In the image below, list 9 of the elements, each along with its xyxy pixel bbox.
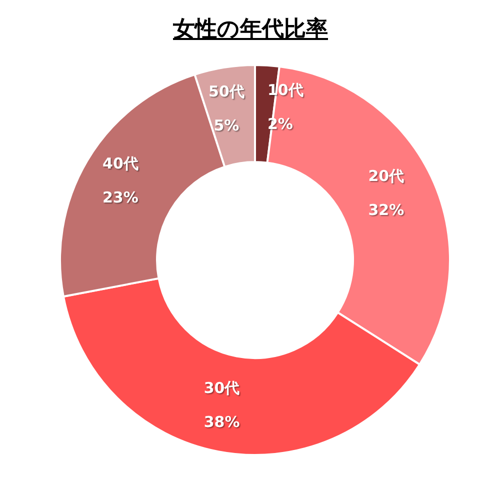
slice-label: 30代 <box>204 378 240 397</box>
slice-label: 50代 <box>208 82 244 100</box>
slice-label: 40代 <box>102 154 138 172</box>
chart-title: 女性の年代比率 <box>172 16 329 44</box>
data-label: 5% <box>214 116 240 134</box>
data-label: 32% <box>368 200 404 219</box>
data-label: 23% <box>102 188 138 206</box>
slice-label: 20代 <box>368 166 404 185</box>
data-label: 38% <box>204 412 240 431</box>
